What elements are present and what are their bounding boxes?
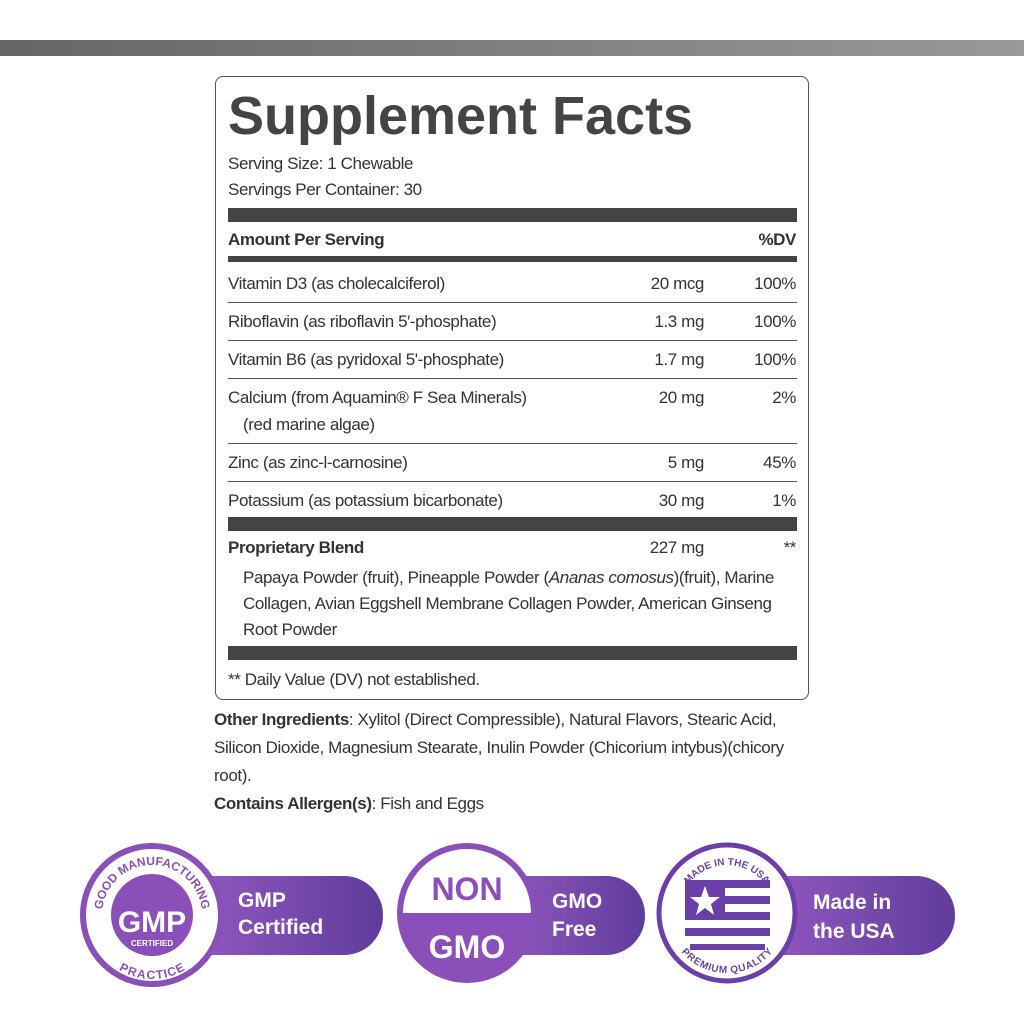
text: )(fruit), Marine Collagen, Avian Eggshel… xyxy=(243,568,774,639)
servings-per-container: Servings Per Container: 30 xyxy=(228,180,422,199)
row-rule xyxy=(228,378,797,379)
label: Other Ingredients xyxy=(214,710,349,729)
footnote: ** Daily Value (DV) not established. xyxy=(228,670,480,689)
nutrient-amount: 1.3 mg xyxy=(654,312,704,331)
nutrient-name: Riboflavin (as riboflavin 5′-phosphate) xyxy=(228,312,497,331)
nutrient-dv: 100% xyxy=(754,350,796,369)
seal-sub: CERTIFIED xyxy=(131,939,173,948)
blend-dv: ** xyxy=(783,538,797,557)
header-amount: Amount Per Serving xyxy=(228,230,385,249)
row-rule xyxy=(228,481,797,482)
divider xyxy=(228,208,797,222)
header-dv: %DV xyxy=(758,230,796,249)
nutrient-note: (red marine algae) xyxy=(243,415,375,434)
nutrient-amount: 20 mcg xyxy=(650,274,705,293)
divider xyxy=(228,256,797,262)
row-rule xyxy=(228,443,797,444)
badge-label: Certified xyxy=(238,916,323,939)
nutrient-amount: 20 mg xyxy=(658,388,705,407)
text: : Fish and Eggs xyxy=(371,794,485,813)
nutrient-name: Vitamin B6 (as pyridoxal 5'-phosphate) xyxy=(228,350,504,369)
seal-text: NON xyxy=(431,871,502,907)
nutrient-name: Vitamin D3 (as cholecalciferol) xyxy=(228,274,445,293)
badge-label: Free xyxy=(552,918,596,941)
nutrient-name: Potassium (as potassium bicarbonate) xyxy=(228,491,503,510)
nutrient-name: Zinc (as zinc-l-carnosine) xyxy=(228,453,408,472)
nutrient-dv: 45% xyxy=(763,453,796,472)
text: Ananas comosus xyxy=(548,568,674,587)
nutrient-dv: 2% xyxy=(772,388,796,407)
top-bar xyxy=(0,40,1024,56)
pill xyxy=(170,876,383,955)
divider xyxy=(228,517,797,531)
flag-icon xyxy=(685,880,770,950)
nutrient-amount: 30 mg xyxy=(658,491,705,510)
blend-amount: 227 mg xyxy=(649,538,705,557)
seal-text: GMO xyxy=(429,929,505,965)
ring-text: PRACTICE xyxy=(117,960,186,982)
badge-label: GMO xyxy=(552,890,602,913)
blend-ingredients: Papaya Powder (fruit), Pineapple Powder … xyxy=(243,565,808,643)
divider xyxy=(228,646,797,660)
row-rule xyxy=(228,340,797,341)
seal-text: GMP xyxy=(118,906,186,939)
nutrient-dv: 1% xyxy=(772,491,796,510)
badge-label: Made in xyxy=(813,891,891,914)
text: : Xylitol (Direct Compressible), Natural… xyxy=(214,710,784,785)
nutrient-dv: 100% xyxy=(754,274,796,293)
badge-label: the USA xyxy=(813,920,895,943)
nutrient-dv: 100% xyxy=(754,312,796,331)
title: Supplement Facts xyxy=(228,86,694,146)
serving-size: Serving Size: 1 Chewable xyxy=(228,154,414,173)
other-ingredients: Other Ingredients: Xylitol (Direct Compr… xyxy=(214,706,814,818)
blend-name: Proprietary Blend xyxy=(228,538,364,557)
nutrient-amount: 5 mg xyxy=(667,453,705,472)
seal-half xyxy=(403,849,531,913)
ring-text: PRACTICE xyxy=(117,960,186,982)
row-rule xyxy=(228,302,797,303)
label: Contains Allergen(s) xyxy=(214,794,372,813)
text: Papaya Powder (fruit), Pineapple Powder … xyxy=(243,568,549,587)
badge-label: GMP xyxy=(238,889,286,912)
nutrient-amount: 1.7 mg xyxy=(654,350,704,369)
facts-box xyxy=(215,76,809,700)
nutrient-name: Calcium (from Aquamin® F Sea Minerals) xyxy=(228,388,527,407)
seal-core xyxy=(111,874,193,956)
